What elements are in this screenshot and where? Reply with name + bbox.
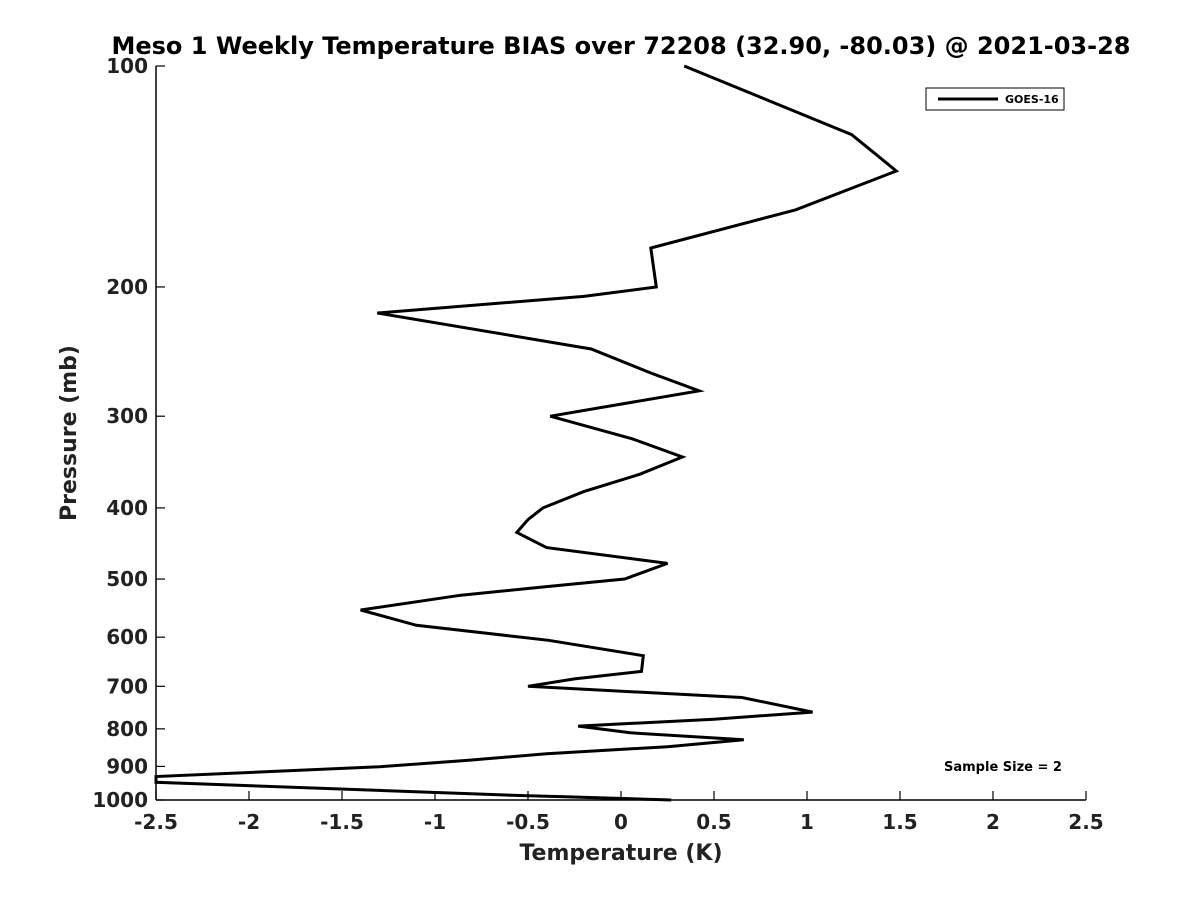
x-tick-label: 2.5 [1068, 810, 1103, 834]
x-tick-label: 2 [986, 810, 1000, 834]
x-tick-label: -1.5 [320, 810, 364, 834]
y-ticks: 100 200 300 400 500 600 700 800 900 1000 [92, 54, 165, 812]
y-tick-label: 200 [106, 275, 148, 299]
y-tick-label: 500 [106, 567, 148, 591]
y-tick-label: 400 [106, 496, 148, 520]
x-tick-label: -2 [238, 810, 260, 834]
series-line-goes-16 [154, 64, 900, 802]
chart-title: Meso 1 Weekly Temperature BIAS over 7220… [111, 32, 1130, 60]
legend-label-goes-16: GOES-16 [1005, 93, 1059, 106]
x-tick-label: -0.5 [506, 810, 550, 834]
sample-size-annotation: Sample Size = 2 [944, 760, 1062, 775]
x-axis-label: Temperature (K) [519, 841, 722, 866]
series-layer [154, 64, 900, 802]
y-tick-label: 300 [106, 404, 148, 428]
y-tick-label: 100 [106, 54, 148, 78]
x-ticks: -2.5 -2 -1.5 -1 -0.5 0 0.5 1 1.5 2 2.5 [134, 791, 1104, 834]
x-tick-label: 0.5 [696, 810, 731, 834]
y-tick-label: 700 [106, 674, 148, 698]
x-tick-label: 0 [614, 810, 628, 834]
y-tick-label: 800 [106, 717, 148, 741]
x-tick-label: -2.5 [134, 810, 178, 834]
y-tick-label: 600 [106, 625, 148, 649]
y-tick-label: 1000 [92, 788, 148, 812]
y-tick-label: 900 [106, 754, 148, 778]
x-tick-label: 1 [800, 810, 814, 834]
x-tick-label: -1 [424, 810, 446, 834]
legend: GOES-16 [925, 87, 1065, 111]
y-axis-label: Pressure (mb) [57, 345, 82, 521]
x-tick-label: 1.5 [882, 810, 917, 834]
